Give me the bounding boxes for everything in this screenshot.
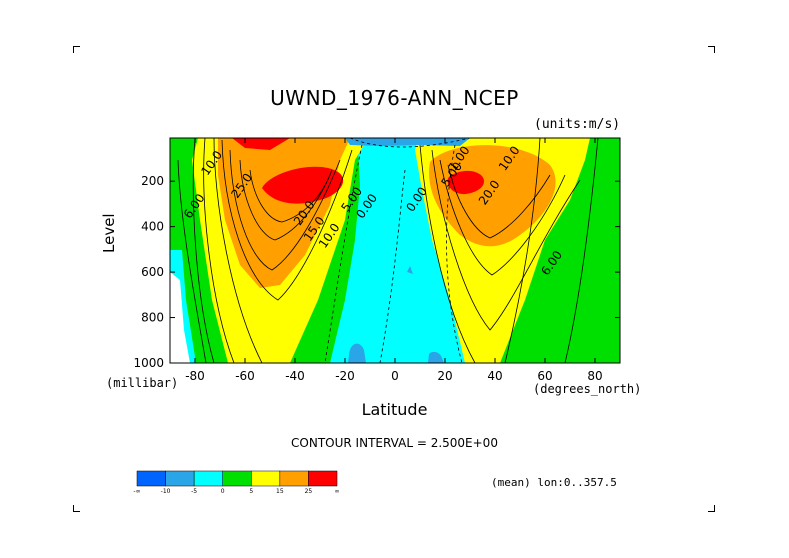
colorbar-label: -∞ (133, 488, 140, 495)
x-tick-label: 60 (537, 369, 552, 383)
contour-line (239, 159, 333, 241)
contour-interval-label: CONTOUR INTERVAL = 2.500E+00 (291, 436, 498, 450)
contour-line (419, 144, 476, 363)
colorbar: -∞ -10 -5 0 5 15 25 ∞ (133, 470, 340, 495)
x-tick-label: 80 (587, 369, 602, 383)
colorbar-swatch (193, 470, 223, 487)
y-tick-label: 800 (141, 311, 164, 325)
contour-fill-layer (170, 138, 620, 363)
contour-line (213, 138, 263, 363)
contour-line (229, 149, 341, 271)
colorbar-label: 25 (305, 488, 313, 495)
y-tick-label: 400 (141, 220, 164, 234)
colorbar-swatch (136, 470, 166, 487)
colorbar-label: ∞ (335, 488, 340, 495)
corner-mark-top-right (708, 46, 715, 53)
corner-mark-top-left (73, 46, 80, 53)
x-tick-label: 0 (391, 369, 399, 383)
x-tick-label: 40 (487, 369, 502, 383)
contour-line-layer (177, 138, 599, 363)
contour-line (221, 139, 353, 301)
colorbar-swatch (308, 470, 338, 487)
contour-line (439, 159, 566, 276)
contour-line (379, 169, 406, 363)
contour-line (446, 144, 463, 363)
contour-line (192, 138, 215, 363)
field-red-south-top (232, 138, 290, 150)
field-red-north (447, 170, 485, 195)
x-tick-label: -80 (185, 369, 205, 383)
colorbar-label: -10 (161, 488, 171, 495)
colorbar-label: 5 (249, 488, 253, 495)
x-axis-unit: (degrees_north) (533, 382, 642, 396)
corner-mark-bottom-left (73, 505, 80, 512)
field-red-south (262, 166, 344, 204)
x-axis-ticks: -80 -60 -40 -20 0 20 40 60 80 (185, 138, 603, 383)
contour-line (564, 138, 599, 363)
colorbar-label: 15 (276, 488, 284, 495)
x-tick-label: -40 (285, 369, 305, 383)
contour-line (177, 159, 207, 363)
field-blue-spot-3 (407, 266, 413, 274)
x-tick-label: 20 (437, 369, 452, 383)
x-tick-label: -60 (235, 369, 255, 383)
corner-mark-bottom-right (708, 505, 715, 512)
x-axis-title: Latitude (361, 400, 428, 419)
colorbar-label: -5 (191, 488, 197, 495)
mean-label: (mean) lon:0..357.5 (491, 476, 617, 489)
colorbar-swatch (222, 470, 252, 487)
units-label: (units:m/s) (534, 117, 621, 132)
colorbar-swatch (165, 470, 195, 487)
chart-title: UWND_1976-ANN_NCEP (270, 86, 519, 110)
field-blue-spot-2 (428, 351, 444, 363)
y-tick-label: 1000 (133, 356, 164, 370)
y-tick-label: 200 (141, 174, 164, 188)
y-axis-unit: (millibar) (106, 376, 179, 390)
contour-line (504, 138, 541, 363)
y-axis-ticks: 200 400 600 800 1000 (133, 174, 620, 370)
colorbar-swatch (251, 470, 281, 487)
colorbar-swatch (279, 470, 309, 487)
field-orange-north (429, 145, 556, 247)
colorbar-label: 0 (221, 488, 225, 495)
field-white-gap (170, 272, 190, 363)
field-green-north-edge (560, 138, 620, 363)
contour-line (203, 138, 235, 363)
field-blue-spot-1 (348, 343, 366, 363)
y-tick-label: 600 (141, 265, 164, 279)
x-tick-label: -20 (335, 369, 355, 383)
contour-line (249, 169, 331, 223)
contour-line (431, 149, 581, 331)
